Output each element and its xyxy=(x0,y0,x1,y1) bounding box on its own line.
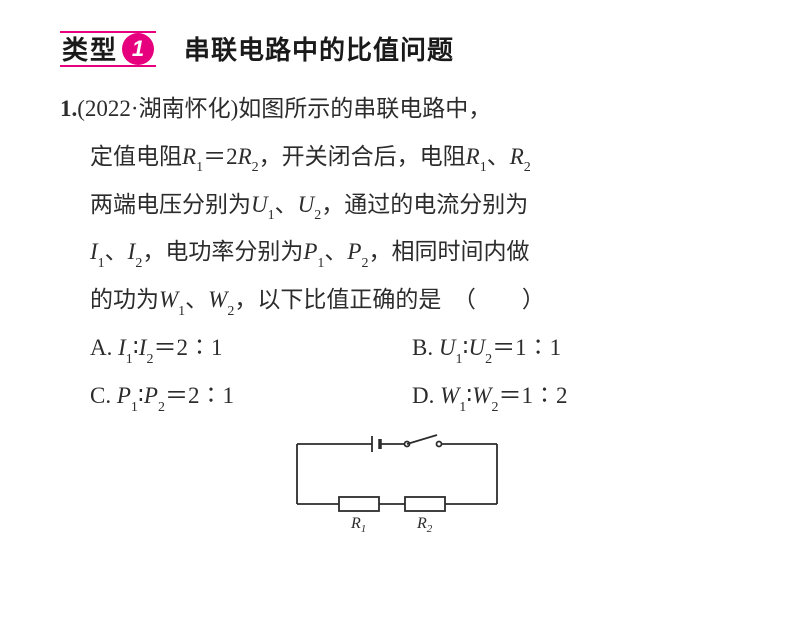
sub: 2 xyxy=(361,256,368,271)
s: 2 xyxy=(485,352,492,367)
circuit-r2-label: R xyxy=(416,515,427,532)
eq: ＝1∶1 xyxy=(492,335,561,360)
stem-line-2: 定值电阻R1＝2R2，开关闭合后，电阻R1、R2 xyxy=(60,133,734,181)
var-r2b: R xyxy=(510,144,524,169)
source-place: 湖南怀化 xyxy=(139,96,231,121)
sub: 2 xyxy=(314,208,321,223)
answer-paren: （ ） xyxy=(441,276,545,324)
type-header: 类型 1 串联电路中的比值问题 xyxy=(60,30,734,67)
text: 的功为 xyxy=(90,287,159,312)
svg-text:R1: R1 xyxy=(350,515,366,535)
var-u1: U xyxy=(251,192,268,217)
var-w2: W xyxy=(208,287,227,312)
type-label: 类型 xyxy=(62,30,118,67)
option-b: B. U1∶U2＝1∶1 xyxy=(412,324,734,372)
option-a: A. I1∶I2＝2∶1 xyxy=(90,324,412,372)
question-stem: 1.(2022·湖南怀化)如图所示的串联电路中， xyxy=(60,85,734,133)
text: ，以下比值正确的是 xyxy=(234,287,441,312)
stem-line-5: 的功为W1、W2，以下比值正确的是 （ ） xyxy=(60,276,734,324)
circuit-r2-sub: 2 xyxy=(427,523,433,535)
question-block: 1.(2022·湖南怀化)如图所示的串联电路中， 定值电阻R1＝2R2，开关闭合… xyxy=(60,85,734,536)
option-d: D. W1∶W2＝1∶2 xyxy=(412,372,734,420)
var-r2: R xyxy=(238,144,252,169)
var-r1b: R xyxy=(466,144,480,169)
eq: ＝2∶1 xyxy=(165,383,234,408)
opt-label: A. xyxy=(90,335,112,360)
paren-open: （ xyxy=(464,287,476,312)
opt-label: D. xyxy=(412,383,434,408)
var-p1: P xyxy=(303,239,317,264)
sep: 、 xyxy=(185,287,208,312)
sub-2: 2 xyxy=(252,160,259,175)
text: ，开关闭合后，电阻 xyxy=(259,144,466,169)
stem-line-4: I1、I2，电功率分别为P1、P2，相同时间内做 xyxy=(60,228,734,276)
option-c: C. P1∶P2＝2∶1 xyxy=(90,372,412,420)
stem-text-1: 如图所示的串联电路中， xyxy=(238,96,491,121)
sep: 、 xyxy=(105,239,128,264)
text: ，电功率分别为 xyxy=(142,239,303,264)
s: 1 xyxy=(455,352,462,367)
text: 两端电压分别为 xyxy=(90,192,251,217)
eq-text: ＝2 xyxy=(203,144,238,169)
s: 2 xyxy=(146,352,153,367)
sep: 、 xyxy=(275,192,298,217)
var-w1: W xyxy=(159,287,178,312)
v: W xyxy=(440,383,459,408)
var-u2: U xyxy=(298,192,315,217)
opt-label: B. xyxy=(412,335,433,360)
type-title: 串联电路中的比值问题 xyxy=(184,30,454,67)
s: 1 xyxy=(131,400,138,415)
circuit-diagram: R1 R2 xyxy=(60,426,734,536)
sub: 1 xyxy=(178,304,185,319)
sub: 2 xyxy=(227,304,234,319)
v: U xyxy=(439,335,456,360)
sep: 、 xyxy=(487,144,510,169)
v: I xyxy=(118,335,126,360)
text: ，相同时间内做 xyxy=(368,239,529,264)
type-number-circle: 1 xyxy=(122,33,154,65)
circuit-r1-label: R xyxy=(350,515,361,532)
sub: 2 xyxy=(135,256,142,271)
sub: 1 xyxy=(98,256,105,271)
s: 2 xyxy=(158,400,165,415)
question-number: 1. xyxy=(60,96,77,121)
circuit-r1-sub: 1 xyxy=(361,523,367,535)
paren-close: ） xyxy=(522,287,545,312)
sep: 、 xyxy=(324,239,347,264)
paren-space xyxy=(476,287,522,312)
sub: 1 xyxy=(317,256,324,271)
svg-text:R2: R2 xyxy=(416,515,433,535)
options: A. I1∶I2＝2∶1 B. U1∶U2＝1∶1 C. P1∶P2＝2∶1 D… xyxy=(60,324,734,420)
source-open: (2022· xyxy=(77,96,138,121)
s: 2 xyxy=(491,400,498,415)
v: U xyxy=(468,335,485,360)
text: ，通过的电流分别为 xyxy=(321,192,528,217)
var-i1: I xyxy=(90,239,98,264)
circuit-svg: R1 R2 xyxy=(277,426,517,536)
sub: 1 xyxy=(480,160,487,175)
type-badge: 类型 1 xyxy=(60,31,156,67)
text: 定值电阻 xyxy=(90,144,182,169)
var-r1: R xyxy=(182,144,196,169)
eq: ＝2∶1 xyxy=(153,335,222,360)
sub-1: 1 xyxy=(196,160,203,175)
v: P xyxy=(144,383,158,408)
stem-line-3: 两端电压分别为U1、U2，通过的电流分别为 xyxy=(60,181,734,229)
s: 1 xyxy=(126,352,133,367)
v: W xyxy=(472,383,491,408)
sub: 1 xyxy=(268,208,275,223)
v: P xyxy=(117,383,131,408)
var-p2: P xyxy=(347,239,361,264)
opt-label: C. xyxy=(90,383,111,408)
s: 1 xyxy=(459,400,466,415)
sub: 2 xyxy=(524,160,531,175)
eq: ＝1∶2 xyxy=(498,383,567,408)
